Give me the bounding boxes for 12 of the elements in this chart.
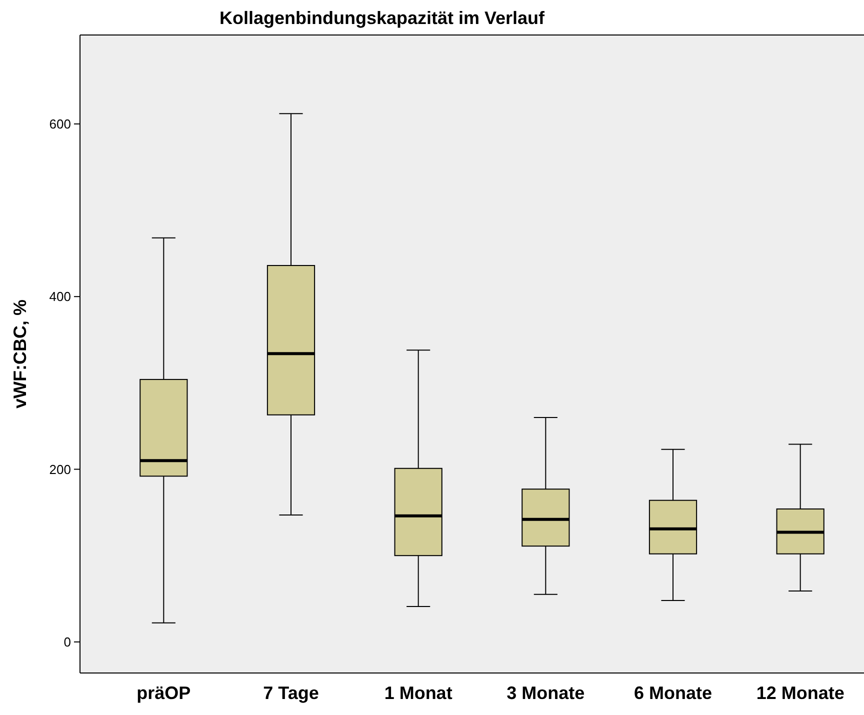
y-tick-label: 0	[64, 634, 71, 650]
x-tick-label: präOP	[136, 683, 191, 703]
y-tick-label: 400	[49, 289, 71, 304]
y-tick-label: 600	[49, 116, 71, 132]
chart-title: Kollagenbindungskapazität im Verlauf	[219, 8, 546, 28]
y-axis-title: vWF:CBC, %	[10, 300, 30, 408]
x-tick-label: 1 Monat	[384, 683, 452, 703]
x-tick-label: 12 Monate	[756, 683, 844, 703]
x-tick-label: 7 Tage	[263, 683, 319, 703]
x-tick-label: 6 Monate	[634, 683, 712, 703]
y-tick-label: 200	[49, 462, 71, 477]
x-tick-label: 3 Monate	[506, 683, 585, 703]
